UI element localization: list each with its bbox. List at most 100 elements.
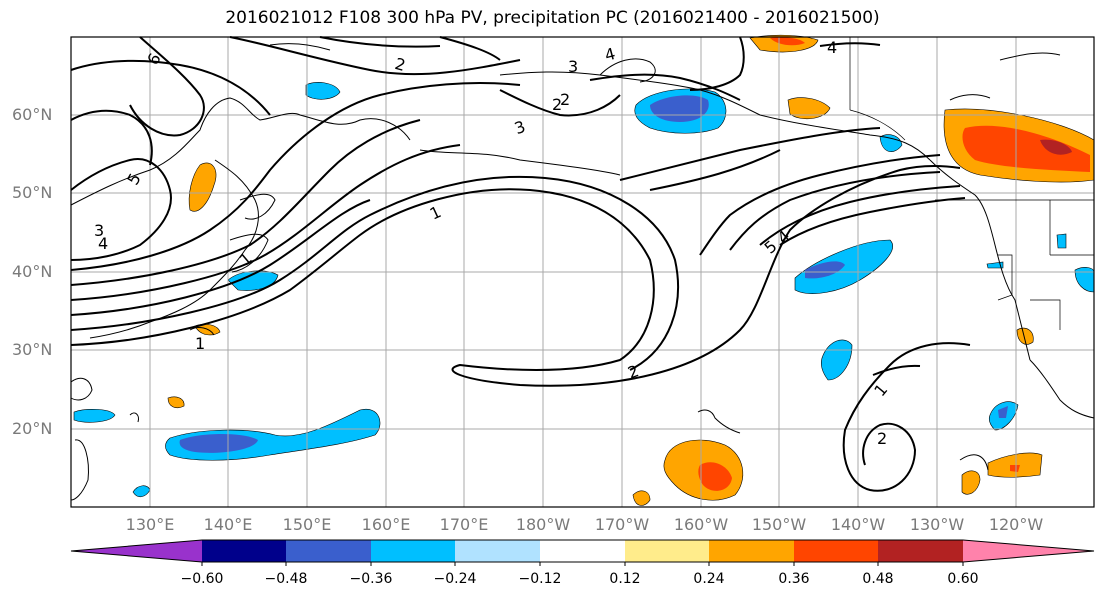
lon-label: 150°W <box>751 515 807 534</box>
contour-label: 2 <box>560 90 570 109</box>
colorbar-segment <box>202 540 287 562</box>
pv-contour <box>70 82 521 271</box>
pv-contours <box>70 36 971 492</box>
coastline <box>1029 359 1095 419</box>
border-line <box>1030 299 1061 330</box>
precip-blob <box>998 406 1008 418</box>
coastline <box>999 52 1061 61</box>
precip-blob <box>1056 233 1067 249</box>
pv-contour <box>779 197 966 246</box>
lon-label: 140°E <box>203 515 253 534</box>
pv-contour <box>759 185 961 246</box>
contour-label: 2 <box>552 95 562 114</box>
colorbar-segment <box>709 540 795 562</box>
precip-blob <box>305 82 341 100</box>
pv-contour <box>129 36 205 137</box>
pv-contour <box>70 164 961 387</box>
lon-label: 160°E <box>361 515 411 534</box>
lon-label: 150°E <box>282 515 332 534</box>
precip-blob <box>188 162 217 212</box>
colorbar-segment <box>963 540 1094 562</box>
precip-blob <box>698 462 732 491</box>
pv-contour <box>70 144 461 301</box>
coastline <box>269 43 331 51</box>
map-title: 2016021012 F108 300 hPa PV, precipitatio… <box>225 8 880 28</box>
colorbar-tick-label: 0.12 <box>609 571 641 587</box>
lon-label: 170°W <box>594 515 650 534</box>
coastline <box>70 97 411 206</box>
colorbar-tick-label: 0.24 <box>693 571 725 587</box>
precip-blob <box>805 261 845 279</box>
coastline <box>70 377 93 401</box>
colorbar-tick-label: −0.36 <box>349 571 393 587</box>
colorbar-segment <box>625 540 710 562</box>
colorbar-segment <box>71 540 202 562</box>
coastline <box>129 412 139 423</box>
coastline <box>949 94 991 101</box>
contour-label: 4 <box>603 44 618 65</box>
precip-blob <box>787 97 831 120</box>
precip-blob <box>794 239 893 294</box>
contour-label: 2 <box>393 54 408 75</box>
pv-contour <box>589 73 741 101</box>
map-border <box>70 36 1095 508</box>
lon-label: 170°E <box>439 515 489 534</box>
colorbar-tick-label: 0.48 <box>862 571 894 587</box>
pv-contour <box>842 342 971 492</box>
colorbar-tick-label: −0.12 <box>518 571 562 587</box>
colorbar-segment <box>878 540 964 562</box>
contour-label: 4 <box>98 234 108 253</box>
borders <box>849 37 1094 330</box>
pv-contour <box>229 36 521 76</box>
colorbar-segment <box>794 540 879 562</box>
coastlines <box>70 43 1095 501</box>
colorbar-tick-label: −0.60 <box>180 571 224 587</box>
lat-label: 30°N <box>12 340 53 359</box>
coastline <box>959 454 989 471</box>
contour-label: 1 <box>195 334 205 353</box>
coastline <box>70 439 89 501</box>
contour-label: 3 <box>568 57 578 76</box>
pv-contour <box>872 364 921 376</box>
lon-label: 130°E <box>125 515 175 534</box>
lon-label: 120°W <box>988 515 1044 534</box>
coastline <box>419 149 621 176</box>
colorbar-tick-label: 0.36 <box>778 571 810 587</box>
contour-label: 3 <box>94 221 104 240</box>
pv-contour <box>70 119 421 286</box>
lon-label: 140°W <box>830 515 886 534</box>
precip-blob <box>73 409 116 423</box>
lon-label: 180°W <box>515 515 571 534</box>
border-line <box>849 109 906 141</box>
colorbar-tick-label: 0.60 <box>947 571 979 587</box>
precip-blob <box>632 490 651 506</box>
contour-label: 2 <box>877 429 887 448</box>
pv-contour <box>70 109 153 166</box>
precip-blob <box>1040 139 1072 155</box>
precip-blob <box>179 434 258 453</box>
colorbar-segment <box>286 540 372 562</box>
precip-blob <box>1016 327 1034 345</box>
colorbar-segments <box>70 539 1095 566</box>
pv-contour <box>70 59 271 116</box>
lat-label: 40°N <box>12 262 53 281</box>
precip-shading <box>73 34 1095 506</box>
pv-contour <box>70 175 679 371</box>
colorbar-tick-label: −0.48 <box>264 571 308 587</box>
pv-contour <box>699 154 941 256</box>
coastline <box>699 89 931 161</box>
pv-contour <box>439 36 501 61</box>
coastline <box>189 327 215 336</box>
coastline <box>229 233 269 273</box>
contour-label: 4 <box>827 38 837 57</box>
pv-contour <box>499 89 621 117</box>
pv-contour <box>729 171 941 251</box>
precip-blob <box>986 261 1004 269</box>
pv-contour <box>819 42 881 47</box>
pv-contour <box>689 36 745 91</box>
lat-label: 60°N <box>12 105 53 124</box>
lon-label: 130°W <box>909 515 965 534</box>
pv-contour <box>70 158 172 261</box>
